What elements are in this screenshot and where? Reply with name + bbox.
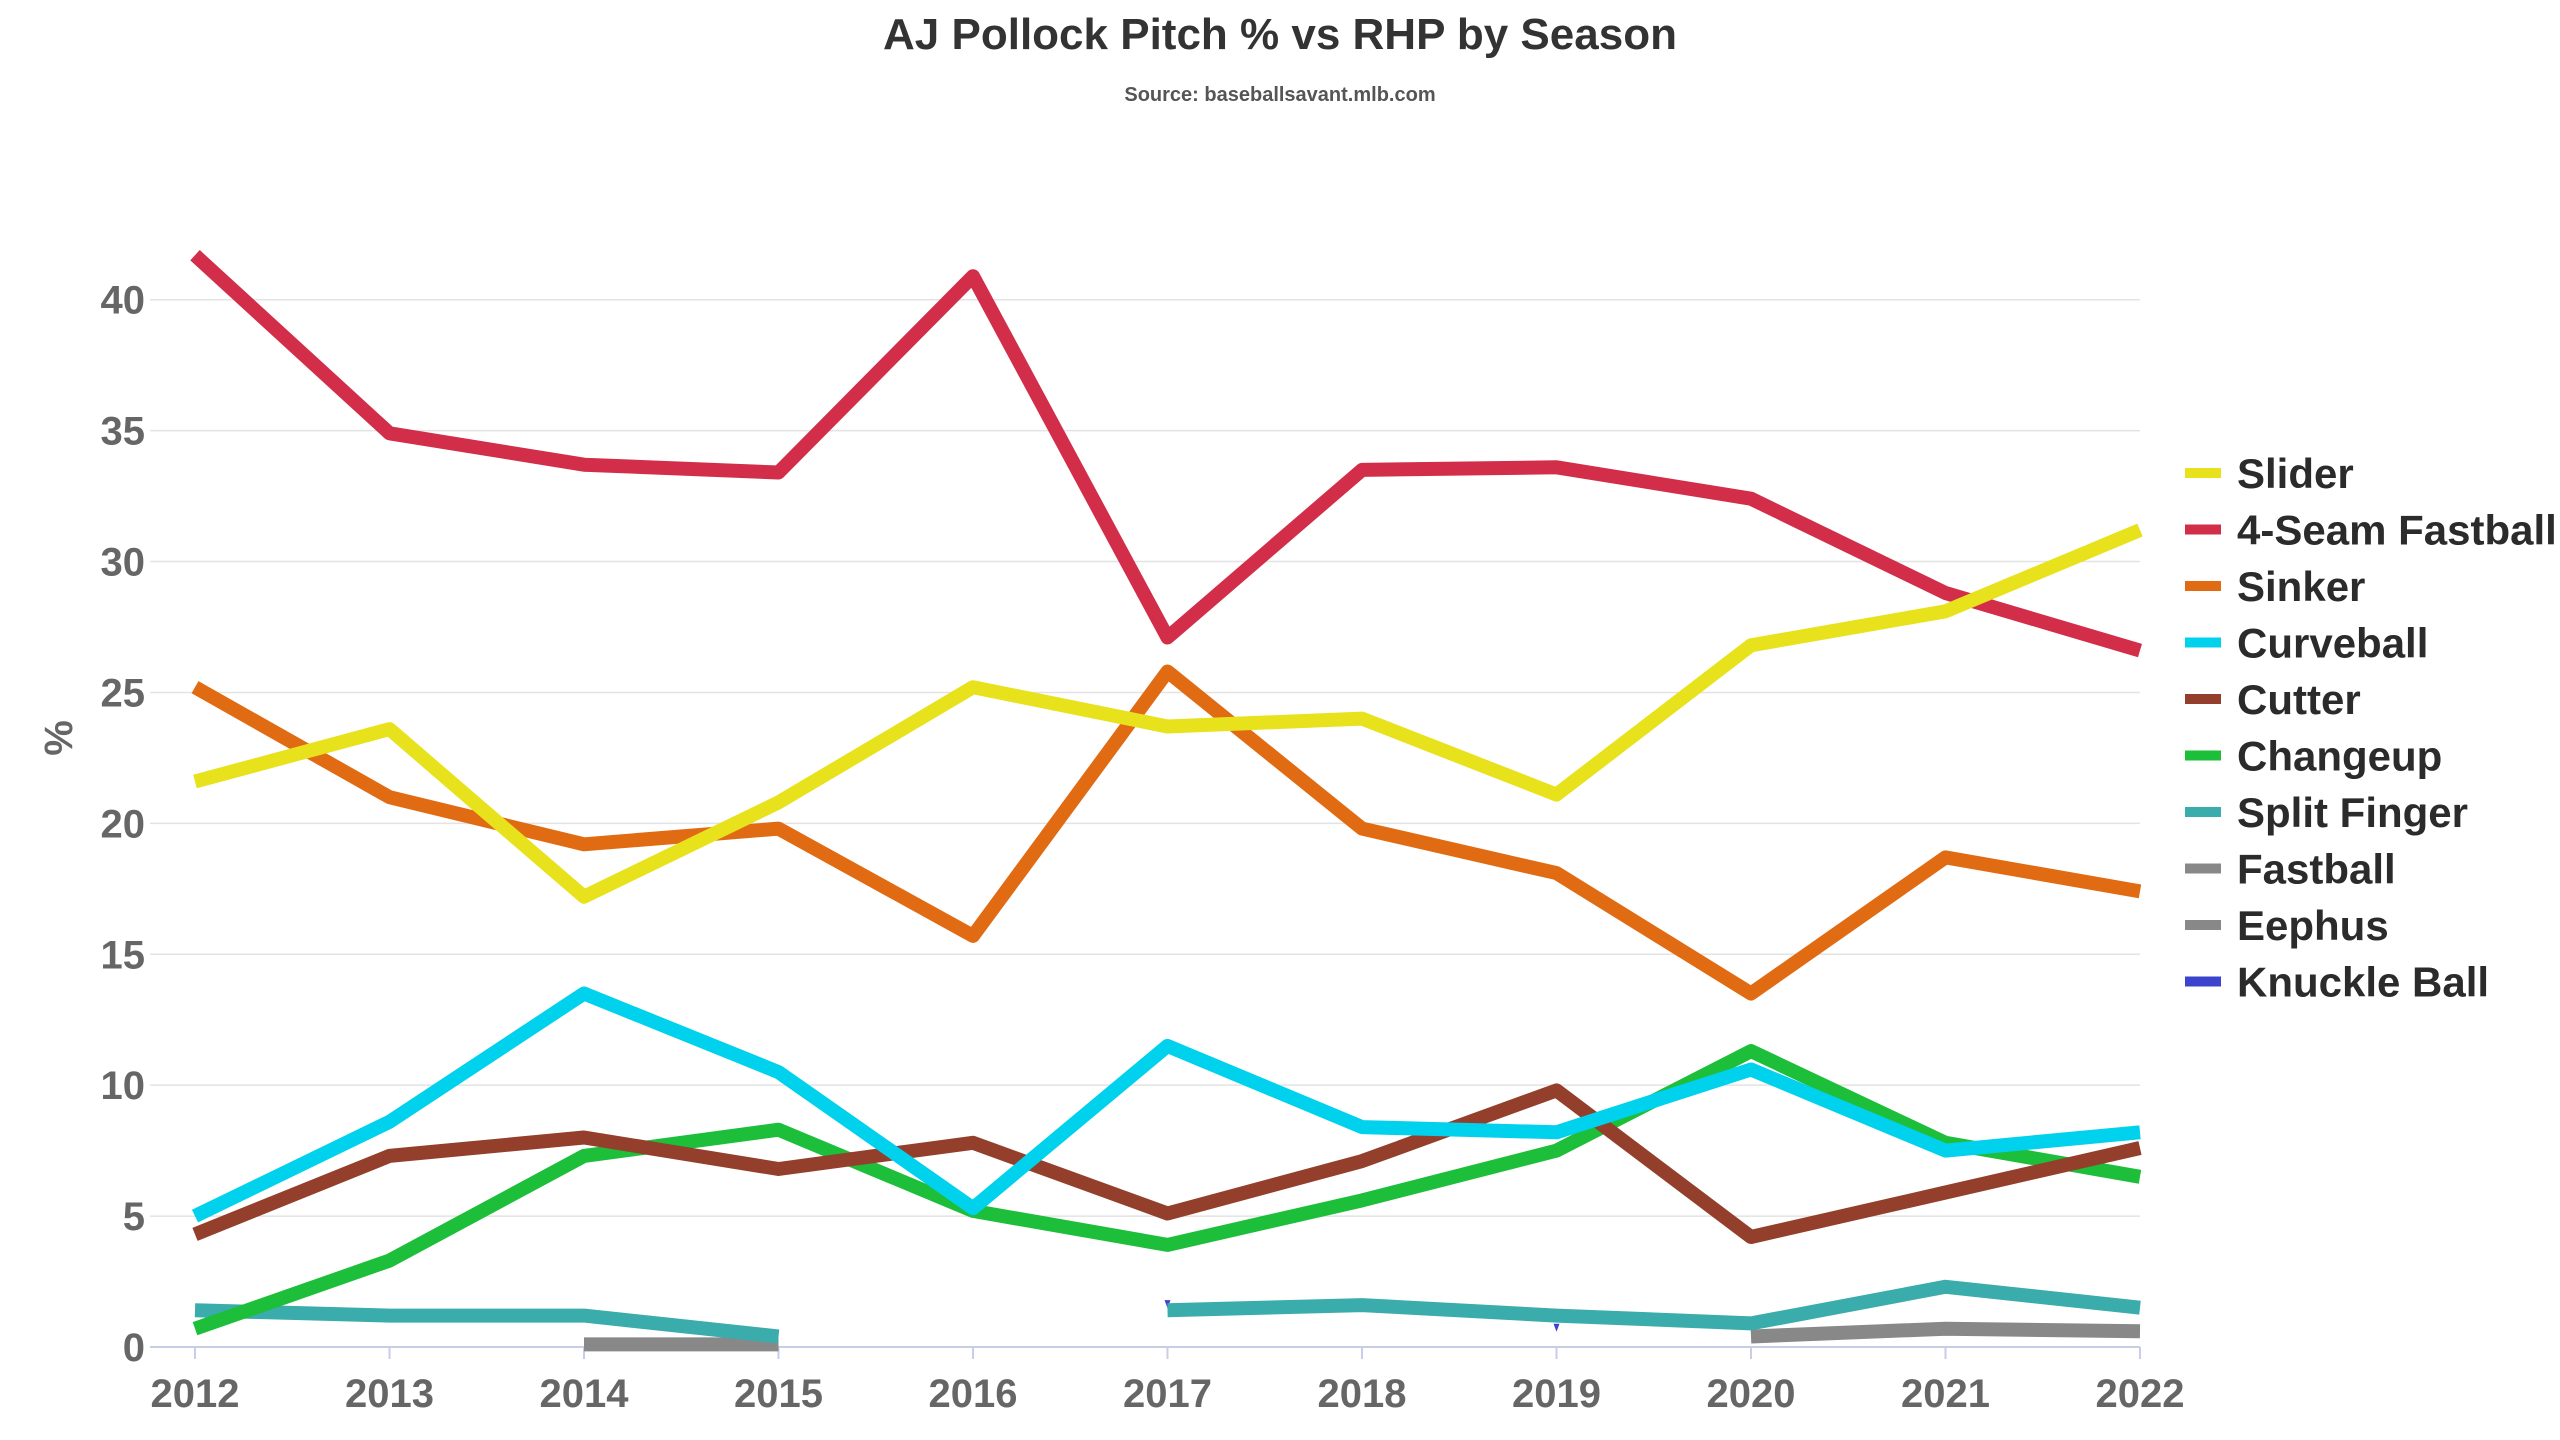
y-axis-title: % bbox=[37, 720, 81, 756]
series-line bbox=[190, 250, 2142, 658]
legend-item[interactable]: Slider bbox=[2185, 450, 2354, 497]
legend-swatch bbox=[2185, 807, 2221, 817]
legend: Slider 4-Seam Fastball Sinker Curveball Cutt… bbox=[2185, 450, 2557, 1006]
x-tick-label: 2018 bbox=[1318, 1372, 1407, 1416]
data-point bbox=[1553, 1323, 1560, 1332]
legend-label: Curveball bbox=[2237, 620, 2428, 667]
y-tick-label: 0 bbox=[123, 1326, 145, 1370]
legend-label: Knuckle Ball bbox=[2237, 959, 2489, 1006]
x-tick-label: 2012 bbox=[151, 1372, 240, 1416]
legend-label: Eephus bbox=[2237, 902, 2389, 949]
y-tick-label: 35 bbox=[101, 410, 146, 454]
x-tick-label: 2016 bbox=[929, 1372, 1018, 1416]
legend-swatch bbox=[2185, 863, 2221, 874]
x-tick-label: 2019 bbox=[1512, 1372, 1601, 1416]
y-tick-label: 10 bbox=[101, 1064, 146, 1108]
legend-item[interactable]: Split Finger bbox=[2185, 789, 2468, 836]
chart-subtitle: Source: baseballsavant.mlb.com bbox=[1124, 84, 1436, 106]
series-line bbox=[191, 986, 2141, 1223]
legend-swatch bbox=[2185, 468, 2221, 478]
series-line bbox=[1750, 1321, 2141, 1344]
x-tick-label: 2015 bbox=[734, 1372, 823, 1416]
legend-item[interactable]: Knuckle Ball bbox=[2185, 959, 2489, 1006]
y-tick-label: 15 bbox=[101, 933, 146, 977]
legend-item[interactable]: Sinker bbox=[2185, 563, 2365, 610]
legend-label: Split Finger bbox=[2237, 789, 2468, 836]
series-line bbox=[192, 1044, 2142, 1336]
legend-item[interactable]: Curveball bbox=[2185, 620, 2428, 667]
legend-item[interactable]: Eephus bbox=[2185, 902, 2389, 949]
legend-swatch bbox=[2185, 750, 2221, 761]
legend-item[interactable]: Fastball bbox=[2185, 846, 2396, 893]
y-tick-label: 25 bbox=[101, 671, 146, 715]
x-tick-label: 2017 bbox=[1123, 1372, 1212, 1416]
legend-item[interactable]: Changeup bbox=[2185, 733, 2442, 780]
legend-label: Sinker bbox=[2237, 563, 2365, 610]
legend-swatch bbox=[2185, 920, 2221, 930]
series-cutter bbox=[192, 1083, 2142, 1244]
legend-swatch bbox=[2185, 637, 2221, 648]
series-line bbox=[193, 523, 2143, 904]
series-curveball bbox=[191, 986, 2141, 1223]
gridlines bbox=[150, 298, 2140, 1217]
legend-label: Fastball bbox=[2237, 846, 2396, 893]
series-line bbox=[1167, 1279, 2141, 1331]
legend-swatch bbox=[2185, 524, 2221, 535]
axes: 0 5 10 15 20 25 30 35 40 2012 2013 2014 2015 2016 2017… bbox=[37, 279, 2184, 1416]
series-line bbox=[191, 664, 2142, 1001]
y-tick-label: 30 bbox=[101, 541, 146, 585]
x-tick-label: 2022 bbox=[2096, 1372, 2185, 1416]
series-split-finger bbox=[194, 1279, 2141, 1344]
y-tick-label: 40 bbox=[101, 279, 146, 323]
legend-label: 4-Seam Fastball bbox=[2237, 507, 2557, 554]
x-tick-label: 2014 bbox=[540, 1372, 630, 1416]
legend-swatch bbox=[2185, 976, 2221, 987]
legend-item[interactable]: 4-Seam Fastball bbox=[2185, 507, 2557, 554]
legend-item[interactable]: Cutter bbox=[2185, 676, 2361, 723]
y-tick-label: 5 bbox=[123, 1195, 145, 1239]
legend-swatch bbox=[2185, 694, 2221, 704]
legend-swatch bbox=[2185, 581, 2221, 591]
x-tick-label: 2020 bbox=[1707, 1372, 1796, 1416]
legend-label: Changeup bbox=[2237, 733, 2442, 780]
y-tick-label: 20 bbox=[101, 802, 146, 846]
x-tick-label: 2021 bbox=[1901, 1372, 1990, 1416]
legend-label: Slider bbox=[2237, 450, 2354, 497]
series-sinker bbox=[191, 664, 2142, 1001]
chart-title: AJ Pollock Pitch % vs RHP by Season bbox=[883, 10, 1677, 59]
x-tick-label: 2013 bbox=[345, 1372, 434, 1416]
series-slider bbox=[193, 523, 2143, 904]
series-lines bbox=[190, 250, 2143, 1352]
series-line bbox=[192, 1083, 2142, 1244]
legend-label: Cutter bbox=[2237, 676, 2361, 723]
series-changeup bbox=[192, 1044, 2142, 1336]
series-fastball bbox=[584, 1321, 2141, 1352]
series-line bbox=[194, 1303, 780, 1344]
series-4-seam-fastball bbox=[190, 250, 2142, 658]
